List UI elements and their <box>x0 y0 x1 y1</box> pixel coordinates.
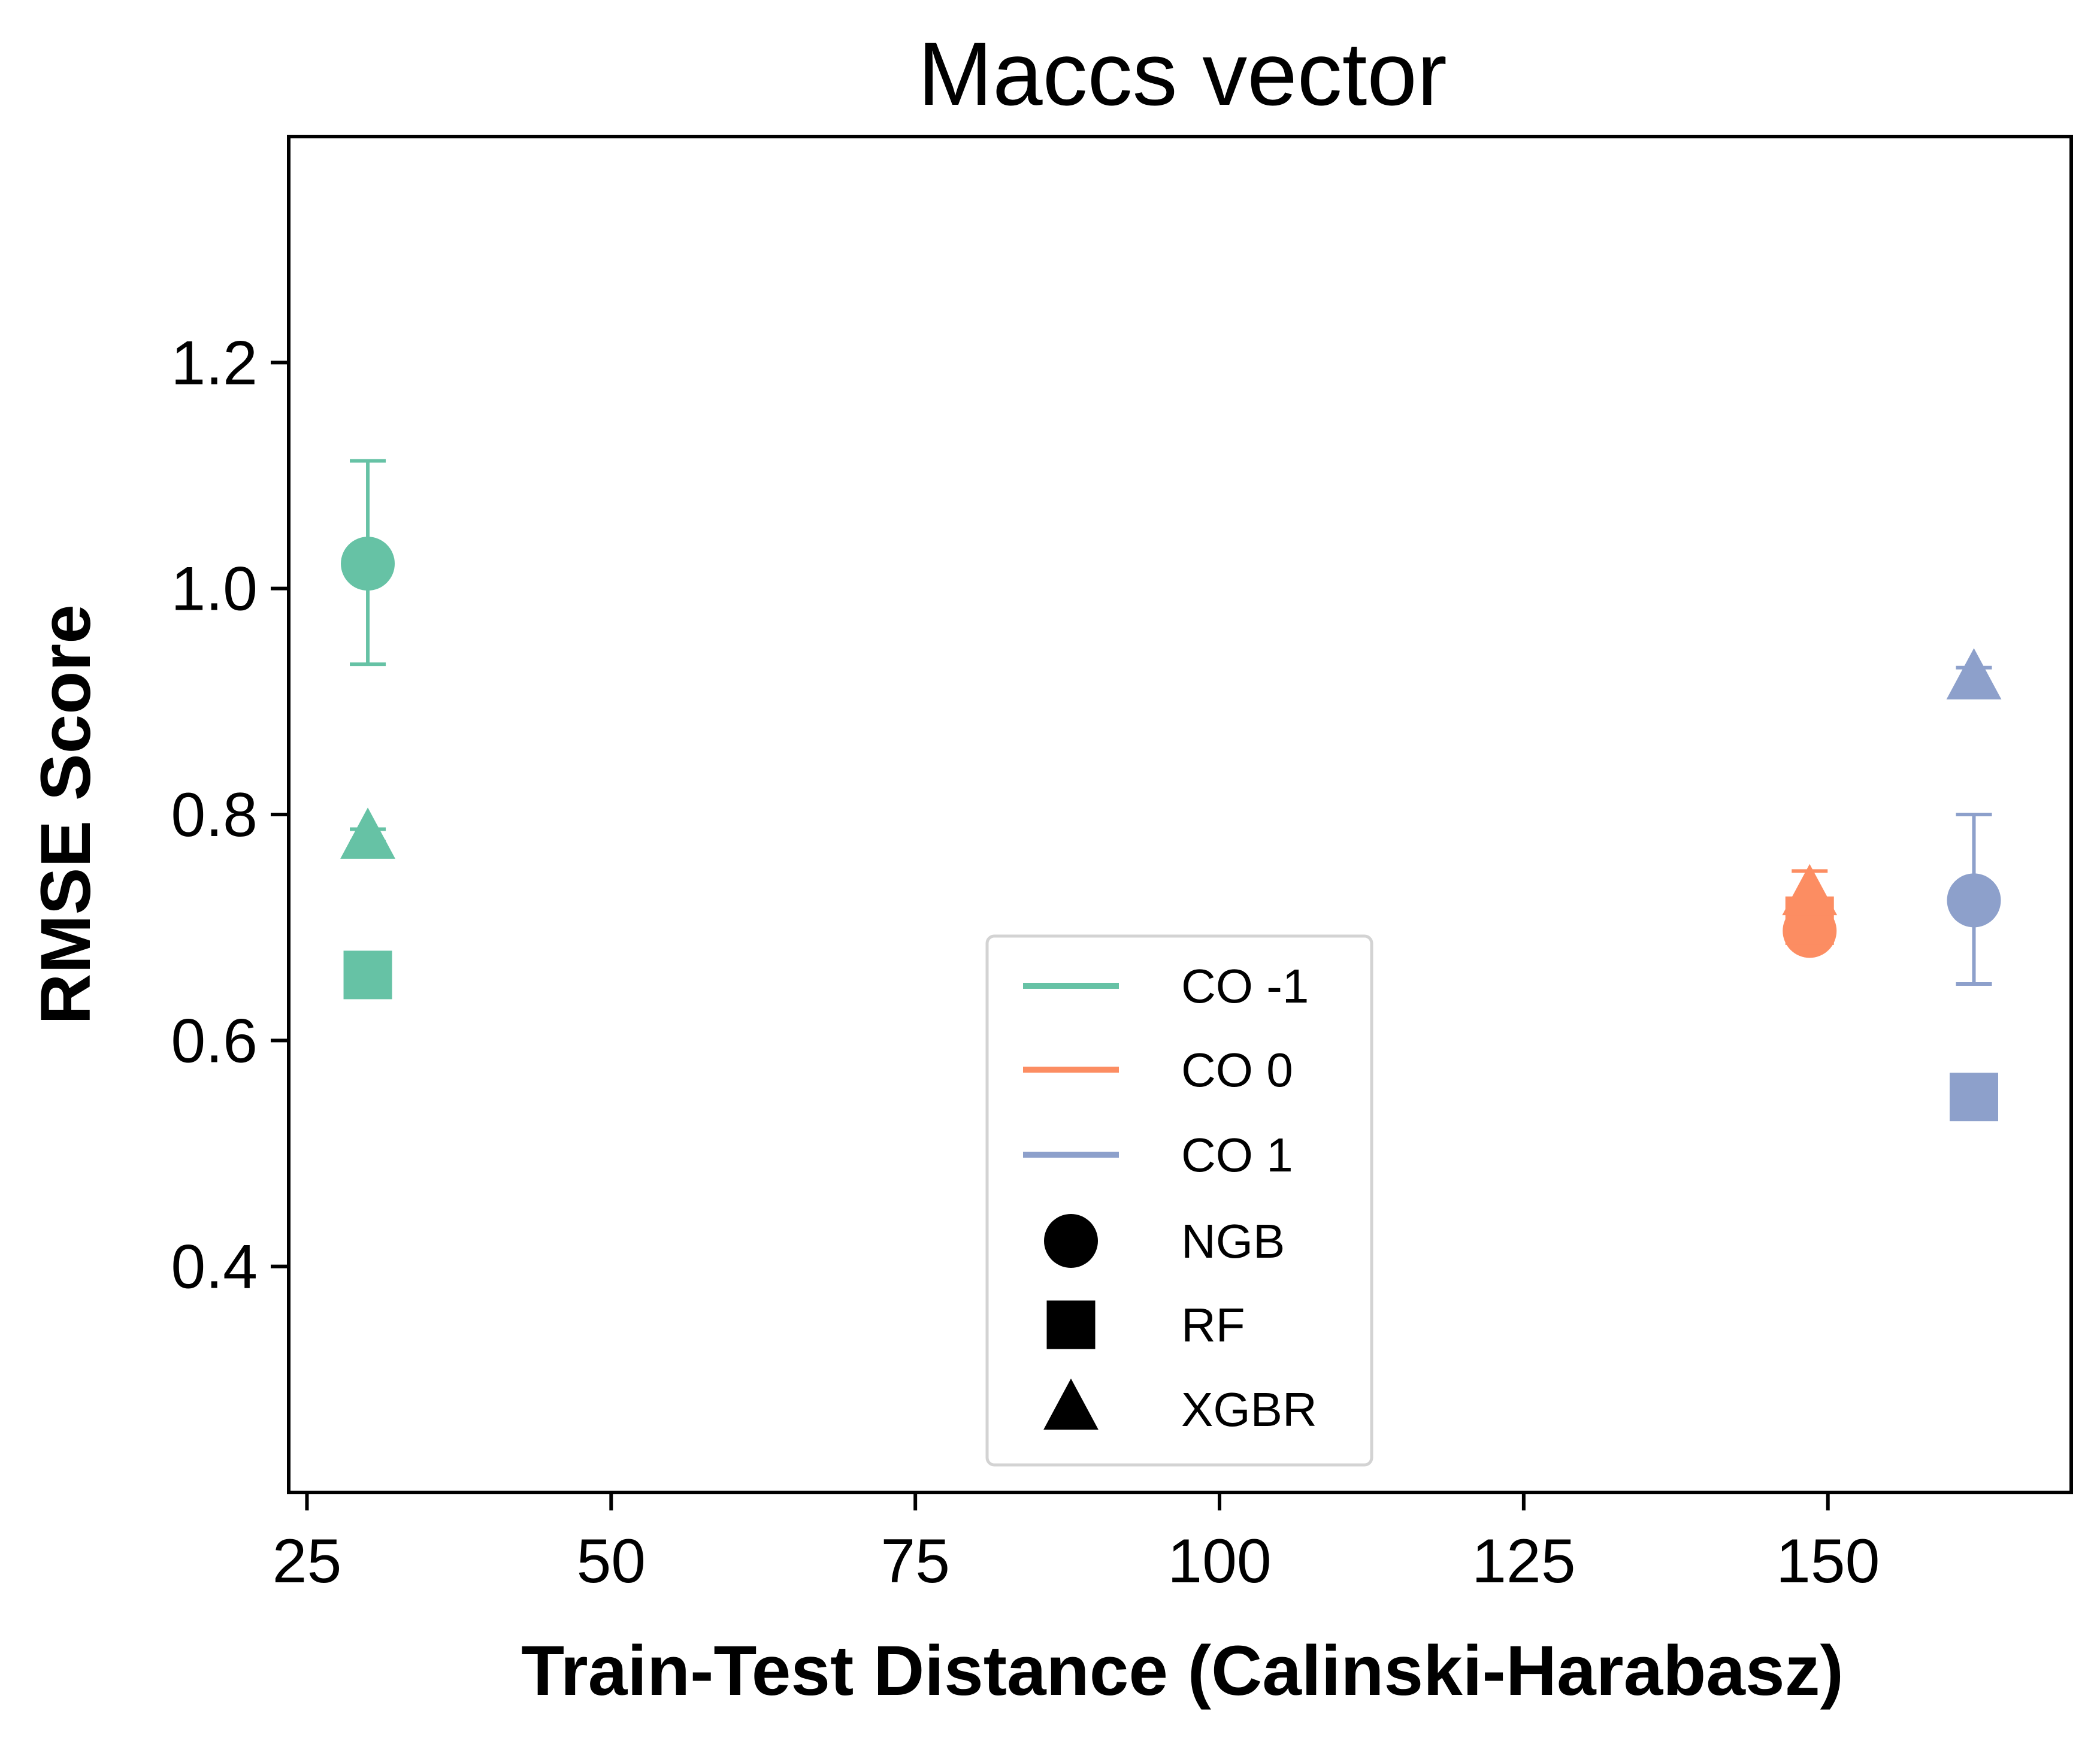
point-xgbr <box>340 807 395 859</box>
y-tick-label: 0.4 <box>171 1233 258 1302</box>
y-axis-ticks: 0.4 0.6 0.8 1.0 1.2 <box>171 328 289 1302</box>
legend-label: CO 1 <box>1181 1128 1293 1182</box>
y-tick-label: 1.0 <box>171 555 258 624</box>
y-tick-label: 0.6 <box>171 1006 258 1076</box>
legend: CO -1 CO 0 CO 1 NGB RF XGBR <box>985 934 1373 1467</box>
legend-marker-triangle-icon <box>1043 1378 1099 1430</box>
x-tick-label: 125 <box>1472 1527 1576 1596</box>
legend-label: XGBR <box>1181 1383 1317 1436</box>
point-rf <box>343 950 392 1000</box>
x-axis-ticks: 25 50 75 100 125 150 <box>273 1492 1880 1596</box>
plot-area <box>340 459 2002 1122</box>
y-tick-label: 1.2 <box>171 328 258 398</box>
x-tick-label: 75 <box>880 1527 950 1596</box>
point-xgbr <box>1946 648 2002 700</box>
y-axis-title: RMSE Score <box>26 604 105 1025</box>
chart-title: Maccs vector <box>918 23 1447 124</box>
series-CO1 <box>1946 648 2002 1122</box>
legend-marker-square-icon <box>1046 1300 1096 1349</box>
point-xgbr <box>1782 864 1838 916</box>
legend-label: NGB <box>1181 1215 1285 1268</box>
x-tick-label: 100 <box>1167 1527 1272 1596</box>
x-axis-title: Train-Test Distance (Calinski-Harabasz) <box>521 1631 1844 1710</box>
legend-label: CO -1 <box>1181 959 1309 1013</box>
x-tick-label: 150 <box>1776 1527 1880 1596</box>
point-ngb <box>1947 873 2001 928</box>
y-tick-label: 0.8 <box>171 780 258 850</box>
legend-label: RF <box>1181 1298 1245 1352</box>
point-rf <box>1949 1073 1998 1122</box>
series-CO0 <box>1782 864 1838 958</box>
series-COneg1 <box>340 459 395 1000</box>
legend-label: CO 0 <box>1181 1043 1293 1097</box>
point-ngb <box>341 537 395 591</box>
x-tick-label: 50 <box>576 1527 646 1596</box>
x-tick-label: 25 <box>273 1527 342 1596</box>
legend-marker-circle-icon <box>1044 1214 1098 1268</box>
